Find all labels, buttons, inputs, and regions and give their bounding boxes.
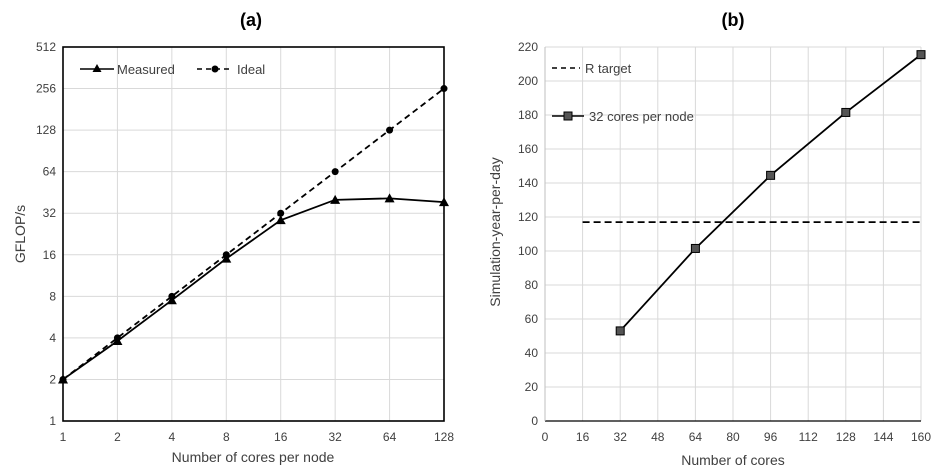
y-tick-label: 16 (43, 248, 57, 262)
panel-b-title: (b) (722, 10, 745, 30)
x-tick-label: 16 (576, 430, 590, 444)
y-tick-label: 60 (525, 312, 539, 326)
legend-32-cores-label: 32 cores per node (589, 109, 694, 124)
data-point-measured (384, 193, 395, 203)
y-tick-label: 32 (43, 206, 57, 220)
y-tick-label: 2 (49, 372, 56, 386)
y-tick-label: 128 (36, 123, 56, 137)
y-tick-label: 20 (525, 380, 539, 394)
legend-measured-marker (92, 64, 102, 72)
data-point-32-cores-per-node (841, 107, 851, 117)
panel-a-x-tick-labels: 1 2 4 8 16 32 64 128 (60, 430, 455, 444)
data-point-measured (275, 215, 286, 225)
panel-b-y-tick-labels: 0 20 40 60 80 100 120 140 160 180 200 220 (518, 40, 538, 428)
y-tick-label: 64 (43, 165, 57, 179)
x-tick-label: 64 (689, 430, 703, 444)
y-tick-label: 1 (49, 414, 56, 428)
x-tick-label: 1 (60, 430, 67, 444)
x-tick-label: 80 (726, 430, 740, 444)
legend-ideal-label: Ideal (237, 62, 265, 77)
panel-b-legend: R target 32 cores per node (552, 61, 694, 124)
data-point-measured (330, 194, 341, 204)
y-tick-label: 100 (518, 244, 538, 258)
panel-a: (a) 1 2 4 8 16 32 64 128 256 512 1 2 4 8 16 32 64 128 Nu… (12, 10, 454, 465)
y-tick-label: 200 (518, 74, 538, 88)
panel-a-plot-frame (62, 46, 445, 422)
panel-b-y-axis-label: Simulation-year-per-day (487, 157, 503, 306)
x-tick-label: 96 (764, 430, 778, 444)
x-tick-label: 2 (114, 430, 121, 444)
data-point-ideal (277, 209, 285, 217)
legend-32-cores-marker (563, 111, 573, 121)
data-point-measured (439, 197, 449, 207)
y-tick-label: 140 (518, 176, 538, 190)
panel-a-gridlines (62, 46, 445, 422)
x-tick-label: 48 (651, 430, 665, 444)
legend-measured-label: Measured (117, 62, 175, 77)
panel-a-legend: Measured Ideal (80, 62, 265, 77)
panel-a-y-tick-labels: 1 2 4 8 16 32 64 128 256 512 (36, 40, 56, 428)
legend-r-target-label: R target (585, 61, 632, 76)
series-line-measured (62, 197, 445, 381)
y-tick-label: 256 (36, 82, 56, 96)
x-tick-label: 16 (274, 430, 288, 444)
panel-b-x-tick-labels: 0 16 32 48 64 80 96 112 128 144 160 (542, 430, 932, 444)
legend-ideal-marker (211, 65, 219, 73)
data-point-32-cores-per-node (916, 50, 926, 60)
x-tick-label: 0 (542, 430, 549, 444)
x-tick-label: 4 (169, 430, 176, 444)
panel-a-y-axis-label: GFLOP/s (12, 205, 28, 263)
y-tick-label: 40 (525, 346, 539, 360)
panel-a-title: (a) (240, 10, 262, 30)
panel-b-gridlines (545, 46, 922, 421)
y-tick-label: 512 (36, 40, 56, 54)
data-point-ideal (222, 251, 230, 259)
x-tick-label: 144 (873, 430, 893, 444)
data-point-32-cores-per-node (766, 170, 776, 180)
x-tick-label: 8 (223, 430, 230, 444)
y-tick-label: 8 (49, 289, 56, 303)
x-tick-label: 128 (434, 430, 454, 444)
y-tick-label: 0 (531, 414, 538, 428)
data-point-ideal (386, 126, 394, 134)
data-point-32-cores-per-node (615, 326, 625, 336)
panel-b-series (582, 50, 926, 336)
x-tick-label: 32 (328, 430, 342, 444)
y-tick-label: 80 (525, 278, 539, 292)
panel-b-x-axis-label: Number of cores (681, 452, 784, 468)
data-point-ideal (113, 334, 121, 342)
y-tick-label: 120 (518, 210, 538, 224)
panel-a-series (58, 85, 449, 384)
y-tick-label: 220 (518, 40, 538, 54)
y-tick-label: 160 (518, 142, 538, 156)
panel-b: (b) 0 20 40 60 80 100 120 140 160 180 200 220 0 16 32… (487, 10, 931, 468)
x-tick-label: 32 (614, 430, 628, 444)
panel-b-axes (544, 47, 921, 422)
panel-a-x-axis-label: Number of cores per node (172, 449, 335, 465)
x-tick-label: 160 (911, 430, 931, 444)
data-point-ideal (440, 85, 448, 93)
x-tick-label: 64 (383, 430, 397, 444)
data-point-ideal (59, 375, 67, 383)
data-point-32-cores-per-node (690, 243, 700, 253)
x-tick-label: 128 (836, 430, 856, 444)
data-point-ideal (331, 168, 339, 176)
x-tick-label: 112 (799, 430, 818, 444)
y-tick-label: 4 (49, 331, 56, 345)
y-tick-label: 180 (518, 108, 538, 122)
data-point-ideal (168, 292, 176, 300)
